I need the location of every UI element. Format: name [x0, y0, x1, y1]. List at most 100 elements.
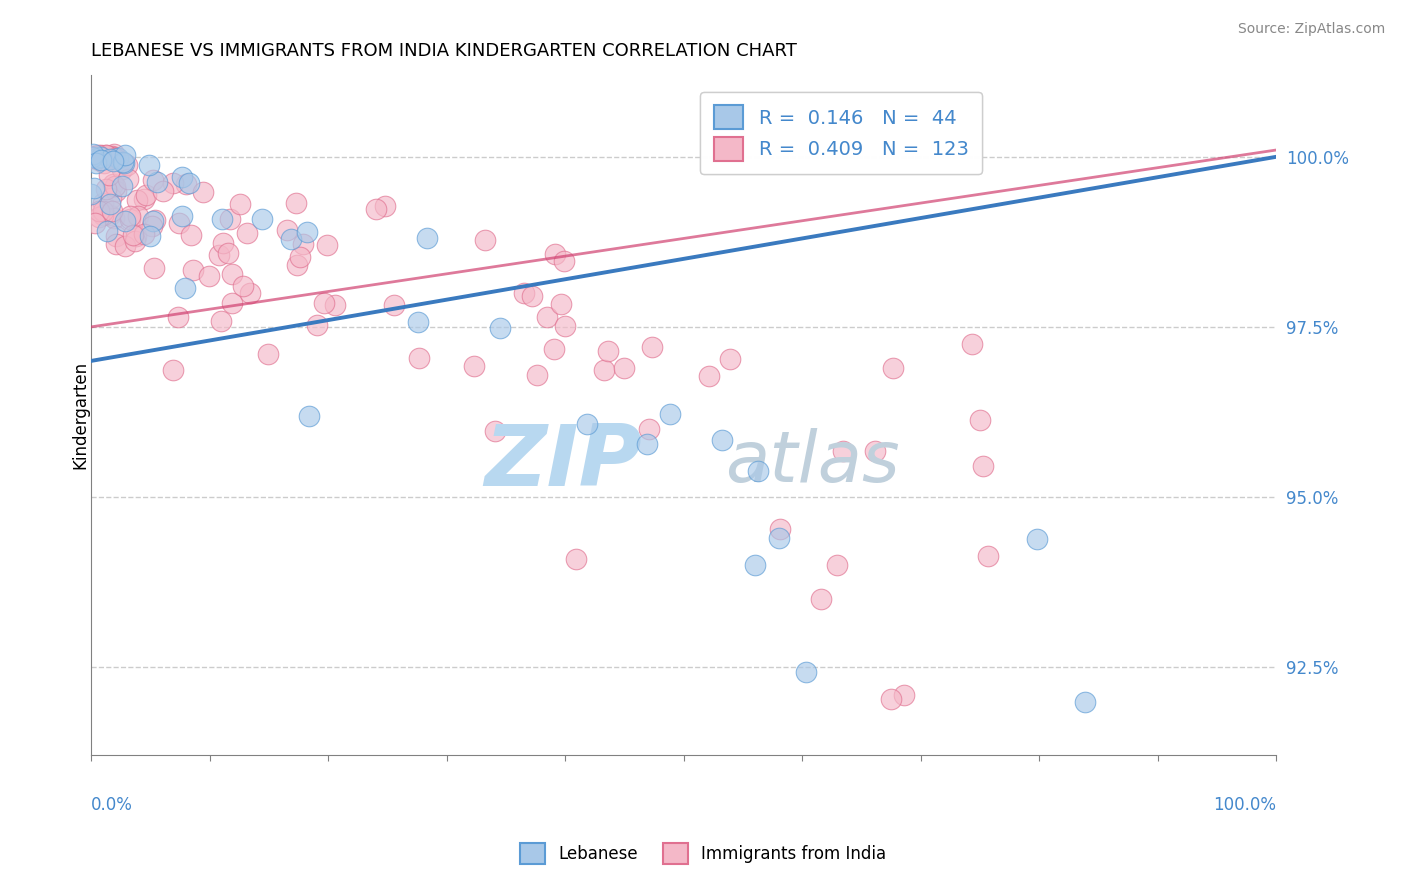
Point — [191, 185, 214, 199]
Point — [406, 315, 429, 329]
Point — [167, 310, 190, 324]
Point — [124, 235, 146, 249]
Point — [80, 150, 103, 164]
Point — [101, 153, 124, 168]
Point — [520, 289, 543, 303]
Legend: Lebanese, Immigrants from India: Lebanese, Immigrants from India — [513, 837, 893, 871]
Point — [87, 153, 110, 167]
Point — [768, 531, 790, 545]
Point — [827, 558, 849, 572]
Point — [83, 181, 105, 195]
Point — [91, 196, 114, 211]
Text: ZIP: ZIP — [485, 421, 643, 504]
Point — [107, 151, 129, 165]
Point — [863, 444, 886, 458]
Point — [316, 237, 339, 252]
Point — [114, 148, 136, 162]
Point — [98, 208, 121, 222]
Text: 100.0%: 100.0% — [1213, 797, 1277, 814]
Point — [89, 151, 111, 165]
Point — [87, 152, 110, 166]
Point — [87, 204, 110, 219]
Point — [416, 231, 439, 245]
Point — [221, 267, 243, 281]
Point — [211, 211, 233, 226]
Point — [291, 237, 314, 252]
Point — [276, 223, 298, 237]
Point — [747, 464, 769, 478]
Point — [172, 210, 194, 224]
Point — [152, 185, 174, 199]
Text: 0.0%: 0.0% — [91, 797, 134, 814]
Point — [80, 186, 103, 201]
Point — [97, 169, 120, 183]
Point — [463, 359, 485, 373]
Point — [180, 228, 202, 243]
Point — [576, 417, 599, 431]
Point — [94, 148, 117, 162]
Point — [307, 318, 329, 332]
Point — [104, 179, 127, 194]
Point — [84, 216, 107, 230]
Point — [162, 363, 184, 377]
Point — [93, 156, 115, 170]
Point — [474, 233, 496, 247]
Point — [142, 173, 165, 187]
Point — [86, 151, 108, 165]
Point — [1025, 532, 1047, 546]
Point — [893, 688, 915, 702]
Point — [103, 147, 125, 161]
Point — [112, 155, 135, 169]
Point — [120, 209, 142, 223]
Point — [127, 193, 149, 207]
Point — [89, 210, 111, 224]
Point — [976, 549, 998, 563]
Point — [114, 239, 136, 253]
Point — [87, 149, 110, 163]
Point — [112, 156, 135, 170]
Point — [169, 216, 191, 230]
Point — [105, 237, 128, 252]
Point — [744, 558, 766, 572]
Point — [543, 342, 565, 356]
Point — [96, 181, 118, 195]
Point — [250, 211, 273, 226]
Point — [285, 196, 308, 211]
Point — [103, 211, 125, 225]
Point — [565, 551, 588, 566]
Point — [132, 192, 155, 206]
Point — [290, 250, 312, 264]
Point — [174, 281, 197, 295]
Point — [526, 368, 548, 382]
Point — [145, 175, 167, 189]
Point — [98, 152, 121, 166]
Point — [96, 148, 118, 162]
Point — [127, 210, 149, 224]
Point — [142, 214, 165, 228]
Point — [550, 297, 572, 311]
Point — [114, 213, 136, 227]
Point — [94, 148, 117, 162]
Point — [212, 235, 235, 250]
Point — [111, 178, 134, 193]
Point — [769, 522, 792, 536]
Point — [236, 226, 259, 240]
Point — [636, 437, 658, 451]
Point — [364, 202, 387, 217]
Point — [1074, 695, 1097, 709]
Point — [228, 196, 250, 211]
Point — [207, 248, 229, 262]
Point — [217, 245, 239, 260]
Point — [170, 169, 193, 184]
Point — [408, 351, 430, 365]
Point — [512, 285, 534, 300]
Point — [111, 162, 134, 177]
Point — [125, 229, 148, 244]
Point — [91, 208, 114, 222]
Text: LEBANESE VS IMMIGRANTS FROM INDIA KINDERGARTEN CORRELATION CHART: LEBANESE VS IMMIGRANTS FROM INDIA KINDER… — [91, 42, 797, 60]
Point — [97, 152, 120, 166]
Point — [100, 197, 122, 211]
Point — [239, 285, 262, 300]
Point — [179, 177, 201, 191]
Point — [104, 151, 127, 165]
